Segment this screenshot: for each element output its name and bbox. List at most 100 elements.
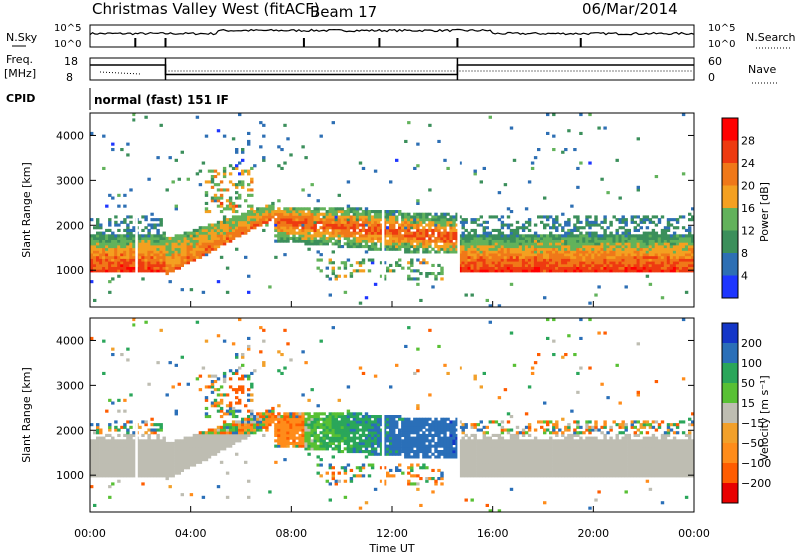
- velocity-cell: [358, 439, 363, 443]
- velocity-cell: [120, 455, 124, 459]
- power-cell: [573, 148, 577, 152]
- power-cell: [546, 131, 550, 135]
- velocity-cell: [126, 433, 130, 437]
- power-cell: [126, 261, 130, 265]
- power-cell: [358, 236, 363, 240]
- velocity-cell: [102, 471, 106, 475]
- power-cell: [165, 245, 169, 249]
- power-cell: [370, 245, 375, 249]
- power-cell: [663, 236, 668, 240]
- power-cell: [407, 277, 411, 281]
- velocity-cell: [235, 431, 239, 435]
- power-cell: [174, 239, 178, 243]
- velocity-cell: [162, 447, 166, 451]
- velocity-cell: [358, 428, 363, 432]
- power-cell: [467, 236, 471, 240]
- velocity-cell: [253, 425, 257, 429]
- velocity-cell: [219, 433, 224, 437]
- velocity-cell: [102, 447, 106, 451]
- velocity-cell: [250, 420, 254, 424]
- power-cell: [129, 261, 133, 265]
- power-cell: [627, 269, 631, 273]
- power-cell: [440, 269, 444, 273]
- power-cell: [355, 245, 360, 249]
- power-cell: [301, 188, 305, 192]
- velocity-cell: [111, 347, 115, 351]
- power-cell: [111, 245, 115, 249]
- power-cell: [370, 226, 375, 230]
- velocity-cell: [331, 466, 335, 470]
- power-cell: [213, 228, 218, 232]
- power-cell: [337, 266, 341, 270]
- velocity-cell: [207, 415, 212, 419]
- power-cell: [316, 210, 320, 214]
- power-cell: [138, 245, 142, 249]
- power-cell: [93, 269, 97, 273]
- velocity-cell: [153, 450, 157, 454]
- power-cell: [521, 263, 526, 267]
- power-cell: [666, 234, 671, 238]
- velocity-cell: [174, 455, 178, 459]
- power-cell: [603, 255, 607, 259]
- power-cell: [488, 115, 492, 119]
- power-cell: [642, 218, 647, 222]
- power-cell: [413, 220, 417, 224]
- velocity-cell: [262, 412, 266, 416]
- power-cell: [213, 236, 218, 240]
- power-cell: [440, 215, 444, 219]
- power-cell: [691, 263, 695, 267]
- power-cell: [247, 218, 251, 222]
- velocity-cell: [159, 423, 163, 427]
- power-cell: [512, 255, 517, 259]
- power-cell: [310, 220, 314, 224]
- velocity-cell: [370, 431, 375, 435]
- power-cell: [328, 261, 332, 265]
- power-cell: [521, 266, 526, 270]
- power-cell: [461, 261, 465, 265]
- power-cell: [222, 188, 227, 192]
- power-cell: [201, 247, 206, 251]
- power-cell: [416, 269, 420, 273]
- velocity-cell: [373, 433, 378, 437]
- power-cell: [506, 258, 511, 262]
- power-cell: [96, 220, 100, 224]
- velocity-cell: [141, 439, 145, 443]
- velocity-cell: [379, 439, 384, 443]
- velocity-cell: [198, 444, 203, 448]
- velocity-cell: [370, 415, 375, 419]
- power-cell: [609, 234, 613, 238]
- power-cell: [594, 255, 598, 259]
- power-cell: [446, 250, 450, 254]
- power-cell: [241, 172, 245, 176]
- velocity-cell: [370, 433, 375, 437]
- velocity-cell: [286, 439, 290, 443]
- power-cell: [691, 239, 695, 243]
- power-cell: [93, 255, 97, 259]
- velocity-cell: [198, 374, 203, 378]
- power-cell: [283, 226, 287, 230]
- velocity-cell: [386, 439, 390, 443]
- velocity-cell: [132, 466, 136, 470]
- power-cell: [174, 250, 178, 254]
- power-cell: [201, 236, 206, 240]
- velocity-cell: [259, 420, 263, 424]
- power-cell: [446, 223, 450, 227]
- power-cell: [238, 226, 242, 230]
- power-cell: [286, 239, 290, 243]
- velocity-cell: [310, 425, 314, 429]
- power-cell: [543, 250, 547, 254]
- power-cell: [585, 242, 589, 246]
- power-cell: [651, 220, 656, 224]
- power-cell: [373, 242, 378, 246]
- velocity-cell: [292, 415, 296, 419]
- power-cell: [497, 269, 502, 273]
- velocity-cell: [370, 439, 375, 443]
- power-cell: [120, 250, 124, 254]
- power-cell: [485, 245, 489, 249]
- velocity-cell: [241, 388, 245, 392]
- power-cell: [162, 255, 166, 259]
- power-cell: [410, 236, 414, 240]
- velocity-cell: [222, 425, 227, 429]
- velocity-cell: [204, 441, 209, 445]
- velocity-cell: [111, 458, 115, 462]
